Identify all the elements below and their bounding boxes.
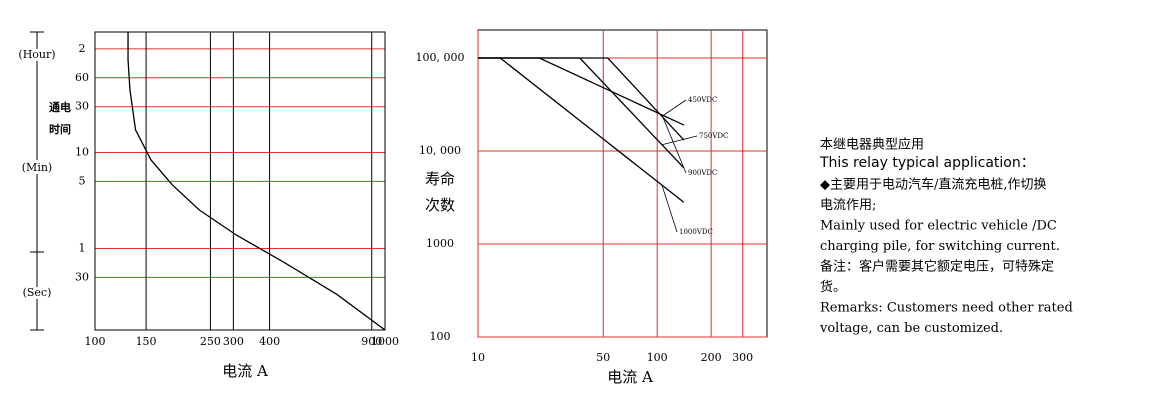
body-line: 备注：客户需要其它额定电压，可特殊定	[820, 259, 1054, 275]
y-tick-label: 30	[75, 270, 89, 283]
x-axis-label: 电流 A	[222, 362, 268, 380]
y-tick-label: 10, 000	[419, 144, 461, 157]
body-line: Mainly used for electric vehicle /DC	[820, 219, 1057, 234]
unit-label: (Min)	[22, 161, 52, 174]
y-tick-label: 1	[79, 242, 86, 255]
y-axis-label: 寿命	[425, 170, 455, 188]
y-tick-label: 10	[75, 146, 89, 159]
x-tick-label: 50	[596, 351, 610, 364]
x-axis-label: 电流 A	[607, 368, 653, 386]
x-tick-label: 250	[200, 335, 221, 348]
y-tick-label: 30	[75, 100, 89, 113]
heading-en: This relay typical application：	[819, 155, 1035, 171]
body-line: 货。	[820, 279, 846, 295]
y-axis-label: 次数	[425, 196, 455, 214]
x-tick-label: 400	[259, 335, 280, 348]
body-line: Remarks: Customers need other rated	[820, 301, 1073, 316]
y-tick-label: 1000	[426, 237, 454, 250]
x-tick-label: 100	[647, 351, 668, 364]
x-tick-label: 1000	[371, 335, 399, 348]
body-line: charging pile, for switching current.	[820, 239, 1060, 254]
curve	[478, 57, 685, 141]
curve	[127, 32, 386, 331]
leader-line	[661, 99, 687, 117]
legend-label: 1000VDC	[679, 228, 713, 236]
y-axis-label: 时间	[49, 122, 71, 136]
leader-line	[661, 184, 678, 233]
curve	[478, 57, 685, 203]
unit-arrows	[30, 31, 44, 331]
x-tick-label: 300	[223, 335, 244, 348]
leader-line	[661, 135, 698, 146]
x-tick-label: 150	[136, 335, 157, 348]
y-tick-label: 5	[79, 174, 86, 187]
curve	[478, 57, 685, 126]
body-line: ◆主要用于电动汽车/直流充电桩,作切换	[820, 177, 1047, 193]
y-axis-label: 通电	[49, 100, 71, 114]
y-tick-label: 100	[430, 330, 451, 343]
x-tick-label: 300	[732, 351, 753, 364]
leader-line	[661, 114, 687, 174]
plot-frame	[477, 29, 768, 338]
unit-label: (Sec)	[23, 286, 52, 299]
legend-label: 450VDC	[688, 96, 717, 104]
x-tick-label: 100	[85, 335, 106, 348]
y-tick-label: 100, 000	[416, 51, 465, 64]
x-tick-label: 200	[701, 351, 722, 364]
legend-label: 900VDC	[688, 169, 717, 177]
y-tick-label: 60	[75, 71, 89, 84]
body-line: 电流作用;	[820, 198, 876, 213]
x-tick-label: 900	[361, 335, 382, 348]
body-line: voltage, can be customized.	[819, 321, 1003, 336]
x-tick-label: 10	[471, 351, 485, 364]
legend-label: 750VDC	[699, 132, 728, 140]
unit-label: (Hour)	[18, 48, 55, 61]
heading-cn: 本继电器典型应用	[820, 137, 924, 153]
y-tick-label: 2	[79, 42, 86, 55]
